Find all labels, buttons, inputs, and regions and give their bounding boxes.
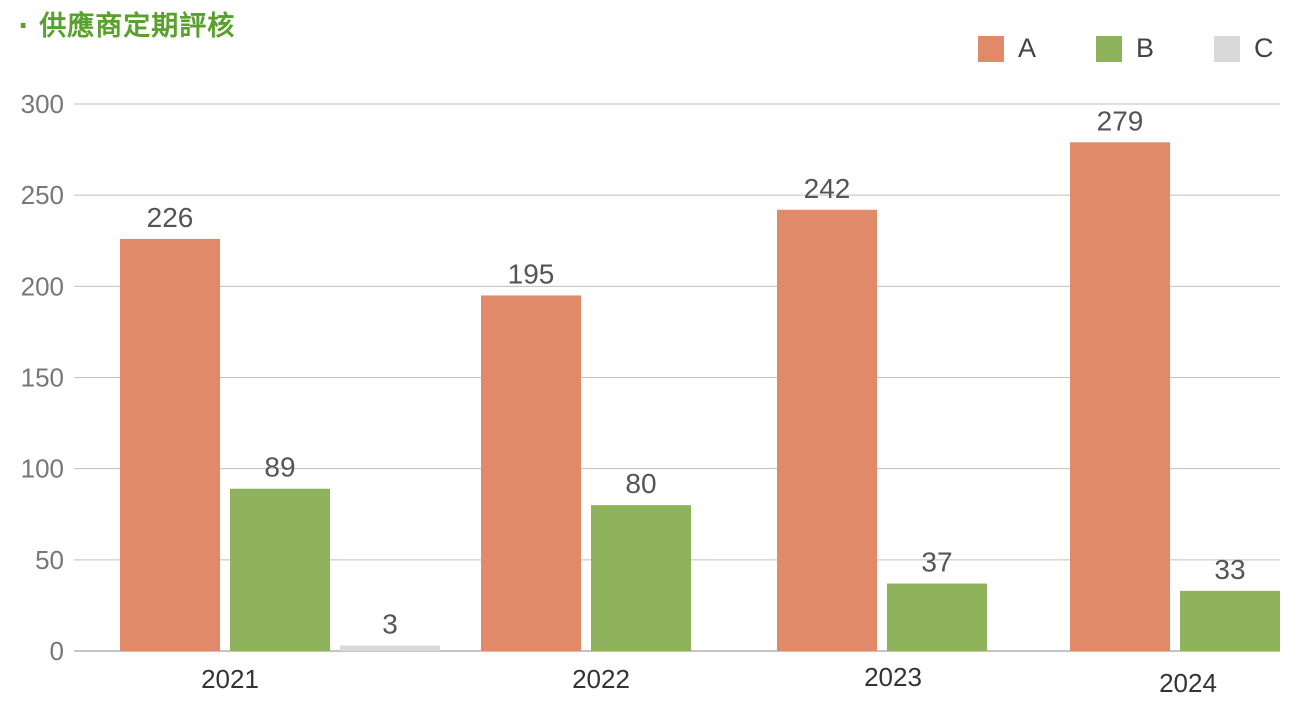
bar-b-2023 xyxy=(887,583,987,651)
y-tick-label: 50 xyxy=(35,545,64,575)
title-bullet: · xyxy=(18,11,30,42)
legend-item-b: B xyxy=(1096,33,1214,64)
bar-a-2021 xyxy=(120,238,220,651)
x-tick-label-2023: 2023 xyxy=(864,662,922,692)
legend-swatch-a xyxy=(978,35,1004,62)
bar-a-2024 xyxy=(1070,142,1170,652)
bar-c-2021 xyxy=(340,645,440,651)
legend-item-a: A xyxy=(978,33,1096,64)
bar-b-2024 xyxy=(1180,590,1280,651)
chart-title-text: 供應商定期評核 xyxy=(39,11,236,42)
bar-b-2021 xyxy=(230,488,330,651)
chart-legend: A B C xyxy=(978,33,1294,64)
x-tick-label-2022: 2022 xyxy=(572,664,630,694)
data-label-a-2022: 195 xyxy=(508,258,555,289)
data-label-b-2023: 37 xyxy=(921,547,952,578)
legend-label-a: A xyxy=(1018,33,1037,63)
data-label-b-2024: 33 xyxy=(1214,554,1245,585)
bar-b-2022 xyxy=(591,505,691,651)
x-tick-label-2024: 2024 xyxy=(1159,668,1217,698)
chart-title: · 供應商定期評核 xyxy=(18,4,235,43)
y-tick-label: 250 xyxy=(21,180,64,210)
data-label-a-2021: 226 xyxy=(147,202,194,233)
y-tick-label: 150 xyxy=(21,363,64,393)
y-tick-label: 100 xyxy=(21,454,64,484)
y-tick-label: 0 xyxy=(50,636,64,666)
data-label-a-2023: 242 xyxy=(804,173,851,204)
x-tick-label-2021: 2021 xyxy=(201,664,259,694)
legend-swatch-b xyxy=(1096,35,1122,62)
data-label-c-2021: 3 xyxy=(382,609,398,640)
data-label-b-2021: 89 xyxy=(264,452,295,483)
legend-label-b: B xyxy=(1136,33,1155,63)
legend-item-c: C xyxy=(1214,33,1294,64)
y-tick-label: 300 xyxy=(21,89,64,119)
legend-swatch-c xyxy=(1214,35,1240,62)
bar-a-2022 xyxy=(481,295,581,651)
data-label-b-2022: 80 xyxy=(625,468,656,499)
legend-label-c: C xyxy=(1254,33,1274,63)
data-label-a-2024: 279 xyxy=(1097,105,1144,136)
y-tick-label: 200 xyxy=(21,271,64,301)
bar-a-2023 xyxy=(777,209,877,651)
